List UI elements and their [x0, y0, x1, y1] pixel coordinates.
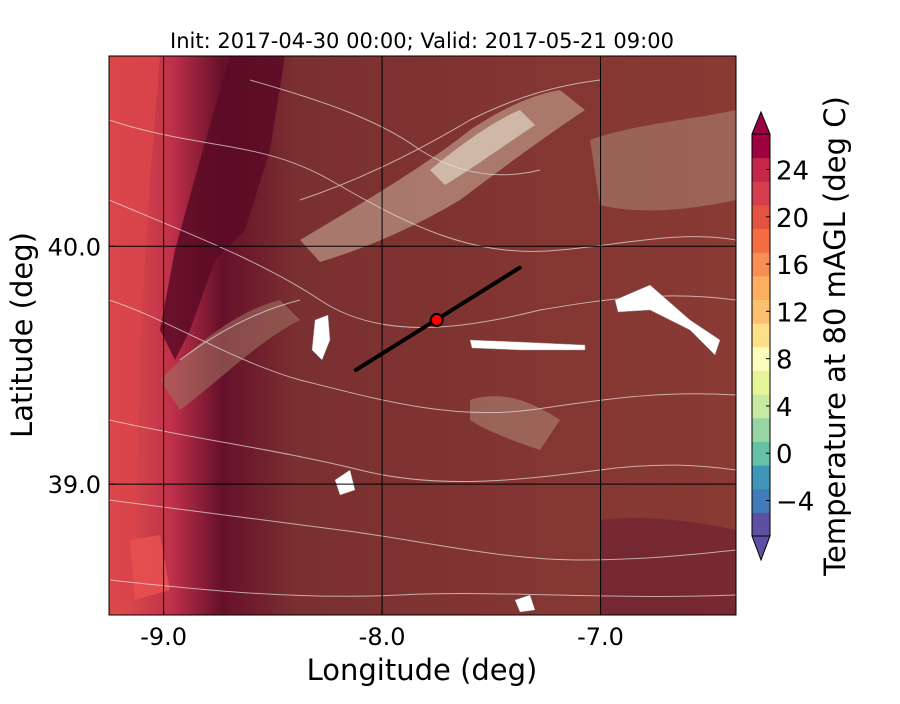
colorbar-swatch-0 — [752, 512, 770, 537]
x-axis: -9.0 -8.0 -7.0 — [140, 609, 624, 651]
cross-section-overlay — [353, 265, 522, 372]
field-cool-mid — [470, 396, 560, 450]
plot-frame — [108, 55, 737, 616]
colorbar-tick-label-5: 4 — [776, 393, 793, 423]
x-axis-label: Longitude (deg) — [307, 653, 538, 687]
colorbar-tick-label-7: −4 — [776, 488, 814, 518]
colorbar-swatch-8 — [752, 323, 770, 348]
colorbar-tick-label-0: 24 — [776, 156, 809, 186]
y-tick-label-1: 39.0 — [48, 471, 101, 499]
chart-title: Init: 2017-04-30 00:00; Valid: 2017-05-2… — [170, 29, 674, 53]
colorbar-swatch-2 — [752, 465, 770, 490]
y-axis-label: Latitude (deg) — [5, 232, 39, 438]
colorbar-swatch-4 — [752, 417, 770, 442]
water-bodies — [311, 284, 721, 613]
field-cool-east — [590, 110, 736, 211]
colorbar-swatch-15 — [752, 157, 770, 182]
colorbar-swatch-16 — [752, 134, 770, 159]
x-tick-label-0: -9.0 — [140, 623, 187, 651]
colorbar-tick-label-2: 16 — [776, 251, 809, 281]
colorbar-tick-label-4: 8 — [776, 346, 793, 376]
colorbar-extend-max — [751, 110, 771, 135]
field-dark-band — [160, 56, 285, 360]
colorbar-swatch-9 — [752, 299, 770, 324]
x-tick-label-2: -7.0 — [577, 623, 624, 651]
y-axis: 40.0 39.0 — [48, 233, 115, 499]
colorbar-swatch-14 — [752, 181, 770, 206]
field-dark-se — [600, 518, 736, 615]
colorbar-swatch-1 — [752, 488, 770, 513]
colorbar-frame — [751, 133, 771, 537]
colorbar-swatch-11 — [752, 252, 770, 277]
temperature-field — [109, 56, 736, 615]
colorbar-swatch-3 — [752, 441, 770, 466]
colorbar-swatch-6 — [752, 370, 770, 395]
colorbar: 24 20 16 12 8 4 0 −4 — [751, 110, 814, 562]
colorbar-swatch-5 — [752, 394, 770, 419]
colorbar-tick-label-6: 0 — [776, 440, 793, 470]
x-tick-label-1: -8.0 — [359, 623, 406, 651]
field-cool-sw — [160, 300, 300, 410]
colorbar-swatch-12 — [752, 228, 770, 253]
colorbar-label: Temperature at 80 mAGL (deg C) — [818, 96, 852, 577]
y-tick-label-0: 40.0 — [48, 233, 101, 261]
field-cool-ridge-core — [430, 110, 535, 185]
colorbar-tick-label-3: 12 — [776, 298, 809, 328]
cross-section-marker — [429, 313, 444, 328]
colorbar-extend-min — [751, 535, 771, 562]
field-west-warm-strip — [109, 56, 160, 615]
colorbar-swatch-10 — [752, 275, 770, 301]
gridlines — [109, 56, 736, 615]
colorbar-swatch-13 — [752, 204, 770, 230]
colorbar-swatch-7 — [752, 346, 770, 371]
colorbar-tick-label-1: 20 — [776, 204, 809, 234]
